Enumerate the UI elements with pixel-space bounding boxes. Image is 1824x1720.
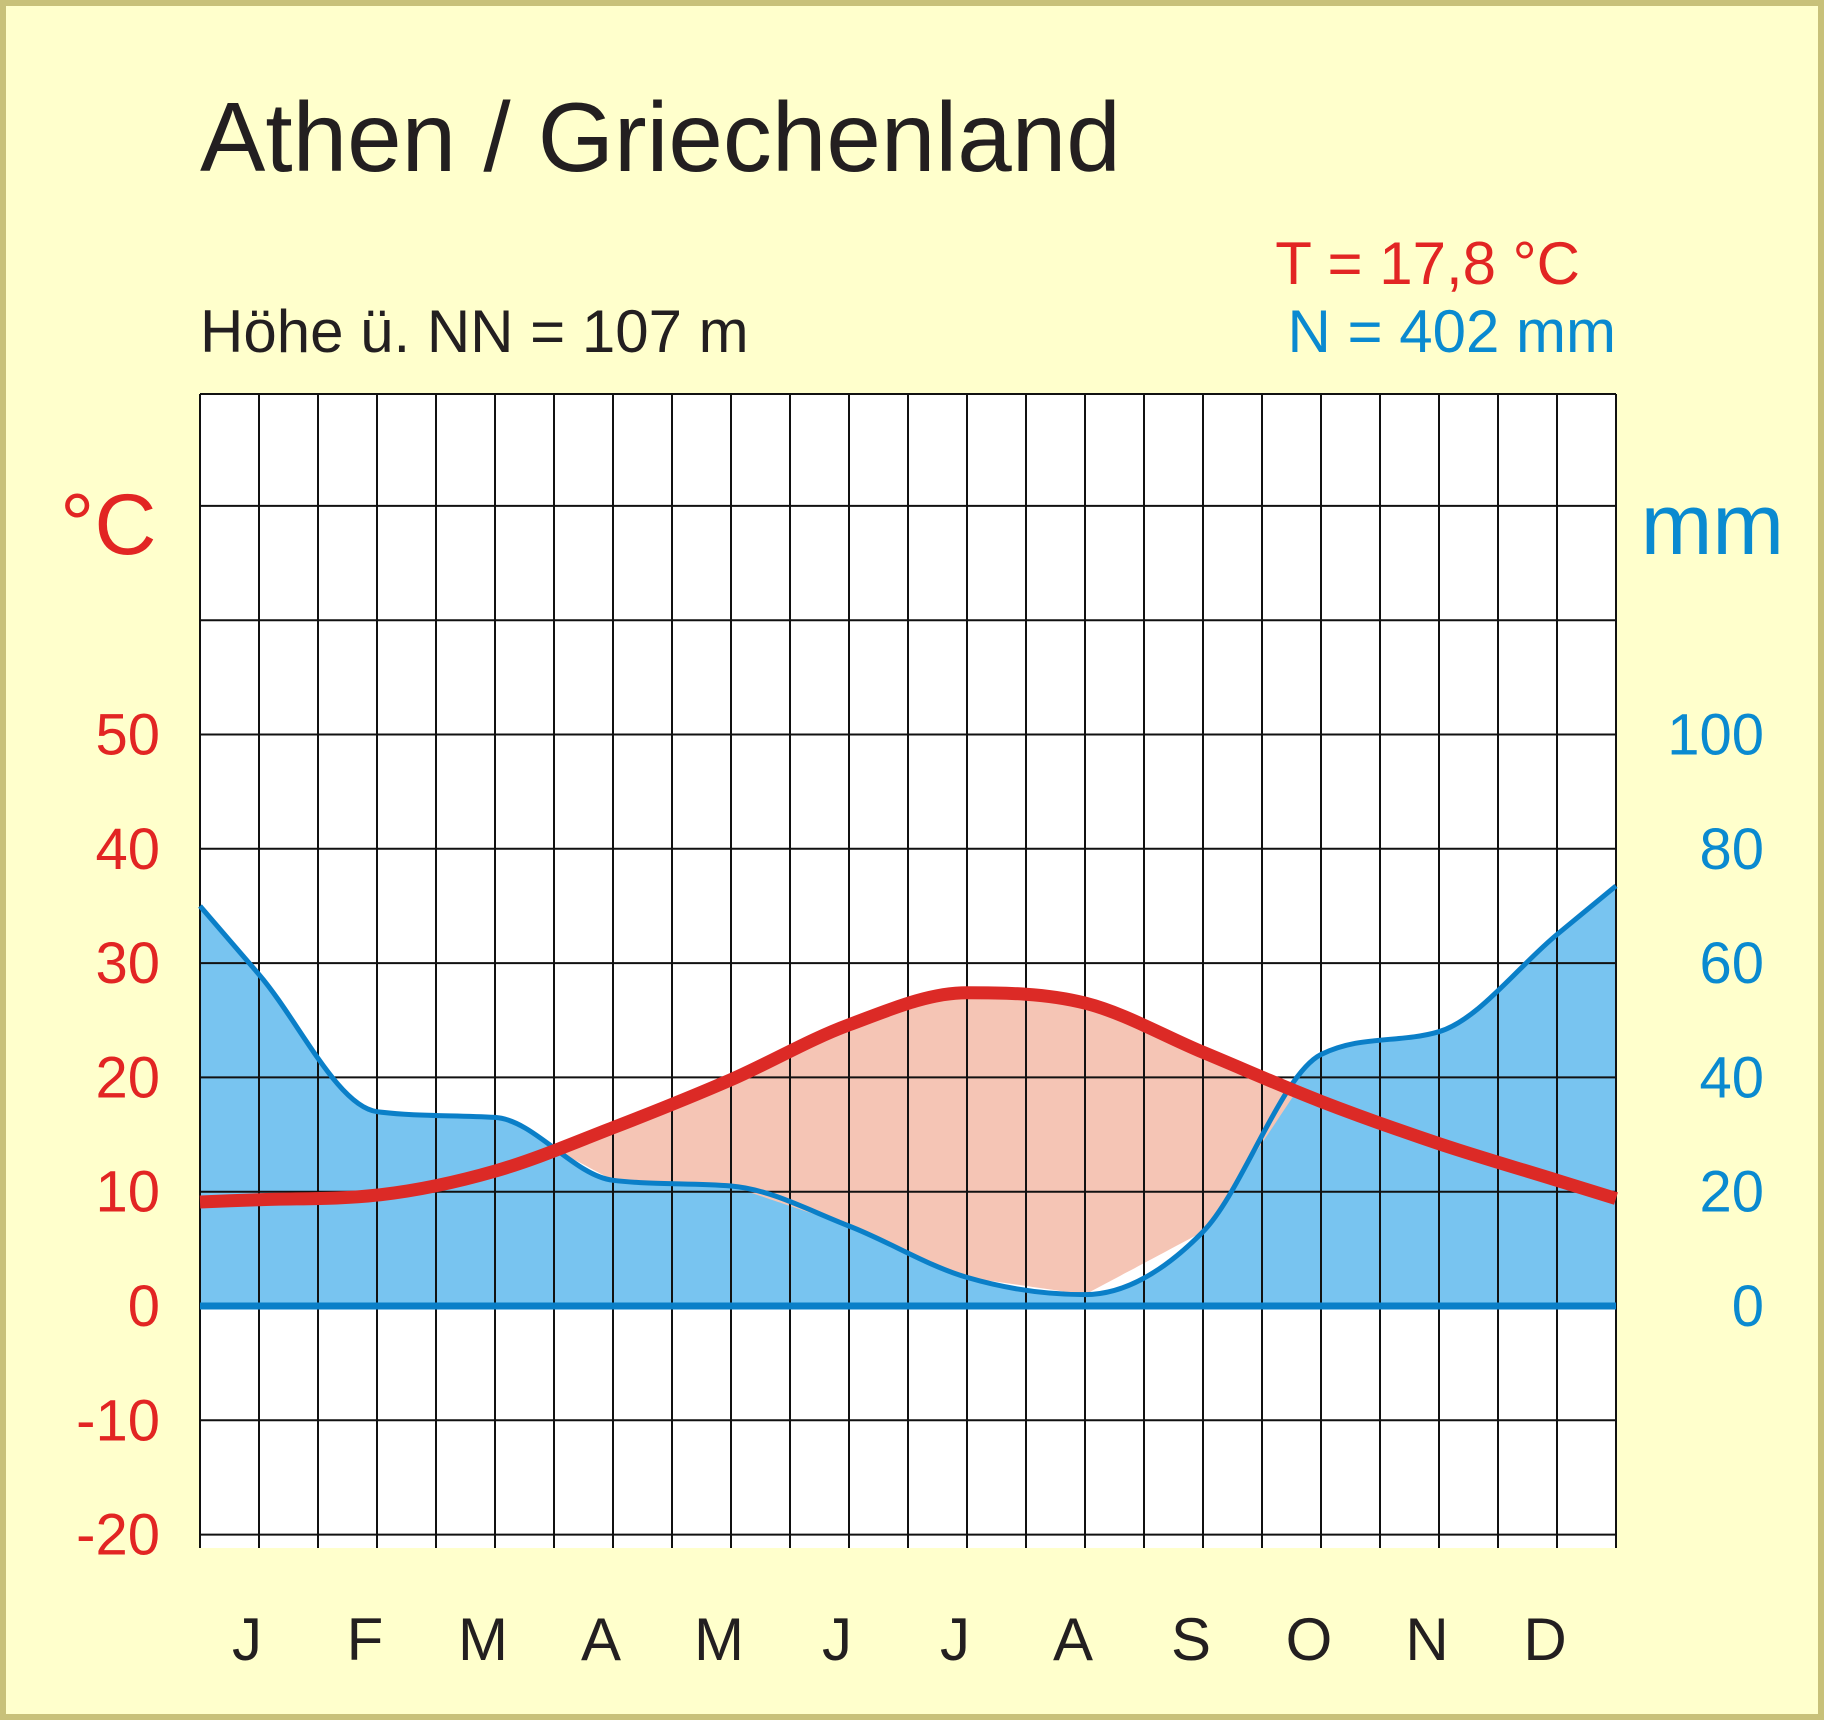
precipitation-tick-label: 20: [1699, 1160, 1764, 1225]
month-label: N: [1405, 1606, 1448, 1673]
precipitation-tick-label: 0: [1732, 1274, 1764, 1339]
month-label: F: [347, 1606, 384, 1673]
month-label: M: [694, 1606, 744, 1673]
temperature-unit-label: °C: [60, 477, 157, 573]
annual-precipitation-label: N = 402 mm: [1287, 298, 1616, 365]
temperature-tick-label: 20: [95, 1045, 160, 1110]
temperature-tick-label: 0: [128, 1274, 160, 1339]
grid-lines: [199, 393, 1617, 1548]
month-label: J: [822, 1606, 852, 1673]
temperature-tick-label: -10: [76, 1388, 160, 1453]
month-label: M: [458, 1606, 508, 1673]
month-label: J: [940, 1606, 970, 1673]
precipitation-tick-label: 100: [1667, 703, 1764, 768]
month-label: A: [581, 1606, 621, 1673]
chart-title: Athen / Griechenland: [200, 82, 1121, 192]
temperature-tick-label: 40: [95, 817, 160, 882]
month-label: D: [1523, 1606, 1566, 1673]
temperature-tick-label: 10: [95, 1160, 160, 1225]
temperature-axis: 50 40 30 20 10 0 -10 -20: [76, 703, 160, 1568]
month-label: A: [1053, 1606, 1093, 1673]
month-label: J: [232, 1606, 262, 1673]
precipitation-unit-label: mm: [1640, 477, 1784, 573]
temperature-tick-label: 30: [95, 931, 160, 996]
precipitation-axis: 100 80 60 40 20 0: [1667, 703, 1764, 1340]
temperature-tick-label: -20: [76, 1503, 160, 1568]
month-label: O: [1286, 1606, 1333, 1673]
temperature-tick-label: 50: [95, 703, 160, 768]
precipitation-tick-label: 40: [1699, 1045, 1764, 1110]
arid-period-area: [557, 992, 1294, 1295]
precipitation-line: [198, 883, 1618, 1298]
precipitation-tick-label: 60: [1699, 931, 1764, 996]
elevation-label: Höhe ü. NN = 107 m: [200, 298, 749, 365]
month-label: S: [1171, 1606, 1211, 1673]
precipitation-tick-label: 80: [1699, 817, 1764, 882]
temperature-line: [199, 986, 1618, 1209]
mean-temperature-label: T = 17,8 °C: [1275, 230, 1580, 297]
